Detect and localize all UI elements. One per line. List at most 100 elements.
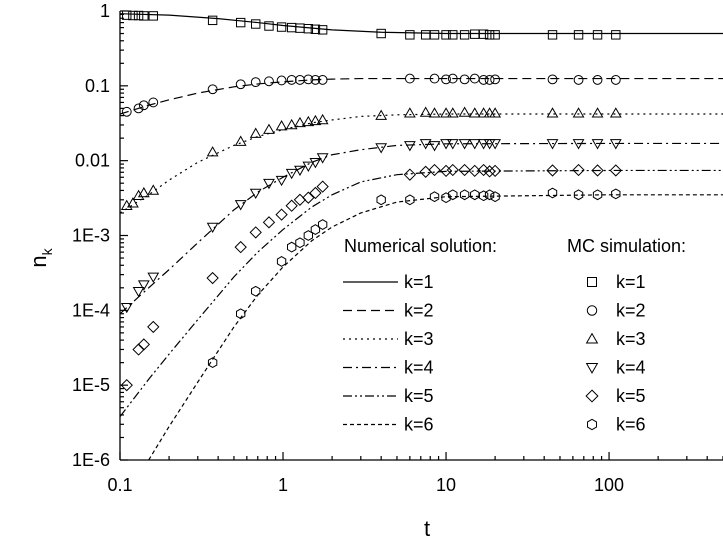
curve-line bbox=[148, 194, 723, 460]
y-tick-label: 0.1 bbox=[85, 76, 110, 96]
data-point bbox=[285, 168, 298, 180]
data-point bbox=[128, 10, 138, 21]
data-point bbox=[249, 188, 262, 200]
data-point bbox=[609, 139, 622, 150]
data-point bbox=[484, 74, 495, 85]
data-point bbox=[137, 338, 150, 351]
data-point bbox=[441, 74, 451, 85]
data-point bbox=[375, 109, 388, 120]
series-4-points bbox=[120, 139, 622, 314]
data-point bbox=[309, 114, 322, 126]
x-tick-label: 100 bbox=[594, 475, 624, 495]
y-tick-label: 1E-4 bbox=[72, 300, 110, 320]
y-tick-label: 1E-6 bbox=[72, 450, 110, 470]
data-point bbox=[591, 107, 604, 118]
data-point bbox=[375, 143, 388, 154]
legend-marker-sample bbox=[585, 389, 599, 403]
data-point bbox=[235, 17, 246, 28]
legend-marker-label: k=2 bbox=[616, 301, 646, 321]
data-point bbox=[459, 74, 470, 85]
data-point bbox=[263, 123, 275, 134]
legend-marker-label: k=3 bbox=[616, 329, 646, 349]
curve-line bbox=[120, 77, 723, 115]
legend-marker-sample bbox=[585, 362, 599, 374]
legend-marker-label: k=1 bbox=[616, 272, 646, 292]
data-point bbox=[249, 226, 262, 239]
legend-marker-label: k=5 bbox=[616, 386, 646, 406]
data-point bbox=[484, 189, 495, 201]
data-point bbox=[490, 74, 501, 85]
data-point bbox=[483, 165, 496, 178]
data-point bbox=[286, 74, 297, 85]
y-tick-label: 1 bbox=[100, 1, 110, 21]
data-point bbox=[137, 186, 150, 198]
data-point bbox=[122, 10, 132, 20]
x-axis-label: t bbox=[424, 516, 430, 541]
data-point bbox=[250, 77, 261, 88]
legend-marker-sample bbox=[586, 305, 598, 316]
y-tick-label: 1E-3 bbox=[72, 226, 110, 246]
series-1-points bbox=[122, 10, 621, 40]
data-point bbox=[592, 30, 603, 40]
data-point bbox=[234, 240, 247, 254]
data-point bbox=[275, 208, 288, 221]
legend-title-lines: Numerical solution: bbox=[344, 236, 497, 256]
mc-markers bbox=[120, 10, 622, 392]
data-point bbox=[404, 73, 415, 84]
data-point bbox=[236, 308, 246, 320]
legend-line-label: k=1 bbox=[404, 272, 434, 292]
data-point bbox=[428, 107, 441, 118]
data-point bbox=[478, 29, 489, 39]
data-point bbox=[317, 74, 328, 85]
data-point bbox=[611, 30, 621, 40]
data-point bbox=[139, 11, 149, 21]
data-point bbox=[470, 29, 480, 39]
data-point bbox=[547, 74, 558, 85]
x-tick-label: 1 bbox=[278, 475, 288, 495]
data-point bbox=[309, 158, 322, 169]
legend-line-label: k=2 bbox=[404, 301, 434, 321]
legend-line-label: k=5 bbox=[404, 386, 434, 406]
data-point bbox=[459, 189, 470, 201]
series-6 bbox=[148, 194, 723, 460]
data-point bbox=[316, 180, 329, 193]
data-point bbox=[459, 30, 470, 40]
data-point bbox=[264, 21, 274, 31]
data-point bbox=[234, 135, 247, 146]
data-point bbox=[489, 139, 502, 150]
data-point bbox=[133, 103, 144, 114]
data-point bbox=[419, 106, 432, 117]
data-point bbox=[489, 107, 502, 118]
data-point bbox=[419, 139, 432, 150]
data-point bbox=[573, 74, 584, 85]
data-point bbox=[546, 107, 559, 118]
data-point bbox=[470, 189, 480, 201]
data-point bbox=[294, 116, 306, 128]
data-point bbox=[275, 175, 288, 187]
data-point bbox=[447, 73, 458, 84]
data-point bbox=[468, 107, 481, 118]
data-point bbox=[206, 146, 219, 157]
legend-marker-sample bbox=[585, 332, 599, 344]
data-point bbox=[490, 191, 500, 203]
data-point bbox=[429, 191, 440, 203]
data-point bbox=[458, 139, 471, 150]
series-2 bbox=[120, 77, 723, 115]
data-point bbox=[572, 107, 585, 118]
data-point bbox=[478, 190, 489, 202]
data-point bbox=[488, 164, 502, 178]
data-point bbox=[303, 74, 314, 85]
data-point bbox=[428, 141, 441, 152]
series-1 bbox=[120, 13, 723, 35]
data-point bbox=[147, 184, 160, 195]
data-point bbox=[572, 139, 585, 150]
data-point bbox=[405, 194, 415, 206]
data-point bbox=[138, 100, 149, 111]
data-point bbox=[285, 118, 298, 130]
data-point bbox=[403, 168, 417, 181]
data-point bbox=[207, 357, 218, 369]
y-axis-label: nk bbox=[26, 247, 55, 267]
data-point bbox=[458, 106, 471, 117]
legend-marker-label: k=6 bbox=[616, 415, 646, 435]
data-point bbox=[429, 73, 440, 84]
